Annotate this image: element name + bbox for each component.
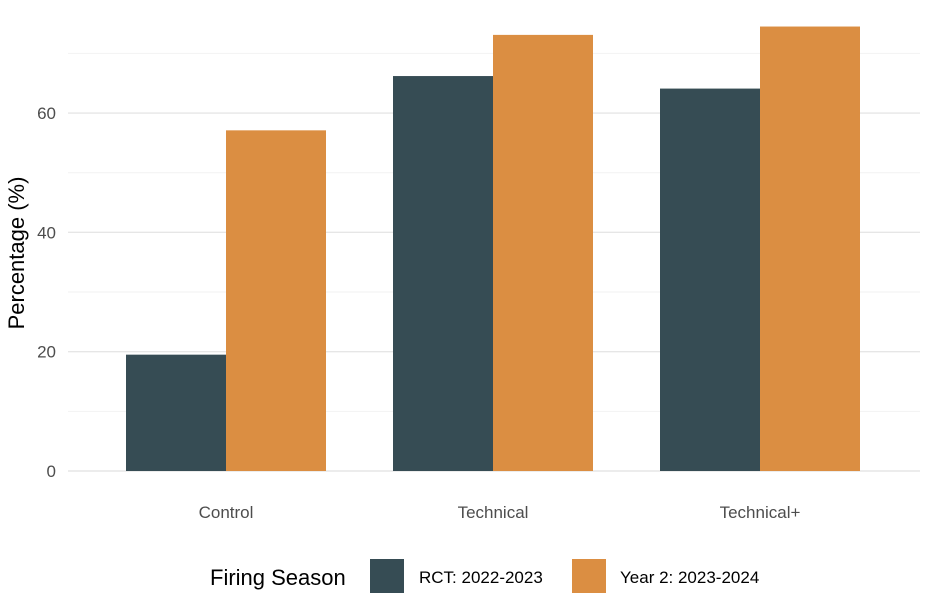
y-tick-label: 20 (37, 343, 56, 362)
legend-label-year2: Year 2: 2023-2024 (620, 568, 759, 587)
bar-technical-series-1 (393, 76, 493, 472)
x-axis-ticks: Control Technical Technical+ (199, 503, 801, 522)
x-tick-label: Technical (458, 503, 529, 522)
bar-technical-series-2 (493, 34, 593, 471)
bars (126, 26, 860, 472)
y-tick-label: 60 (37, 104, 56, 123)
legend-label-rct: RCT: 2022-2023 (419, 568, 543, 587)
y-axis-title: Percentage (%) (4, 177, 29, 330)
legend-key-rct (370, 559, 404, 593)
x-tick-label: Technical+ (720, 503, 801, 522)
bar-control-series-1 (126, 354, 226, 471)
y-axis-ticks: 0 20 40 60 (37, 104, 56, 481)
bar-technical--series-2 (760, 26, 860, 472)
bar-control-series-2 (226, 130, 326, 471)
legend: Firing Season RCT: 2022-2023 Year 2: 202… (210, 559, 759, 593)
legend-key-year2 (572, 559, 606, 593)
legend-title: Firing Season (210, 565, 346, 590)
y-tick-label: 0 (47, 462, 56, 481)
x-tick-label: Control (199, 503, 254, 522)
y-tick-label: 40 (37, 223, 56, 242)
bar-technical--series-1 (660, 88, 760, 471)
